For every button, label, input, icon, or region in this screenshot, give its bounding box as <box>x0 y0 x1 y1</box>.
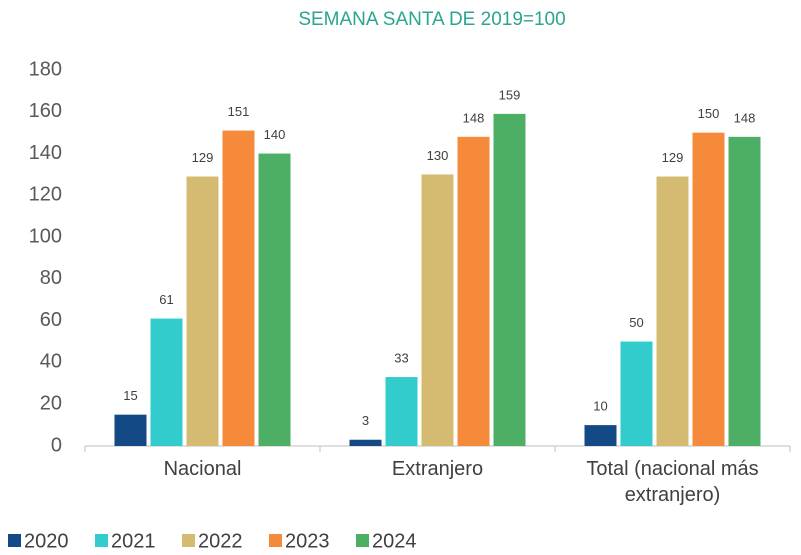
x-tick-label: Total (nacional más extranjero) <box>586 458 759 506</box>
value-label: 50 <box>629 315 643 330</box>
value-label: 140 <box>264 127 286 142</box>
value-label: 10 <box>593 399 607 414</box>
value-label: 129 <box>192 150 214 165</box>
bar <box>258 153 291 447</box>
y-tick-label: 20 <box>40 393 62 415</box>
y-tick-label: 140 <box>29 142 62 164</box>
bar <box>349 439 382 446</box>
legend-label: 2024 <box>372 530 417 552</box>
bar <box>457 136 490 446</box>
legend-label: 2020 <box>24 530 69 552</box>
legend-swatch <box>8 534 21 547</box>
legend-swatch <box>95 534 108 547</box>
bar <box>222 130 255 447</box>
value-label: 3 <box>362 413 369 428</box>
legend-swatch <box>356 534 369 547</box>
bar <box>150 318 183 446</box>
y-tick-label: 120 <box>29 184 62 206</box>
value-label: 148 <box>463 110 485 125</box>
value-label: 61 <box>159 292 173 307</box>
y-tick-label: 180 <box>29 58 62 80</box>
bar <box>493 113 526 446</box>
legend-label: 2021 <box>111 530 156 552</box>
value-label: 150 <box>698 106 720 121</box>
value-label: 148 <box>734 110 756 125</box>
value-label: 159 <box>499 87 521 102</box>
chart-title: SEMANA SANTA DE 2019=100 <box>298 9 565 30</box>
bar <box>728 136 761 446</box>
y-tick-label: 40 <box>40 351 62 373</box>
y-tick-label: 100 <box>29 225 62 247</box>
value-label: 15 <box>123 388 137 403</box>
value-label: 33 <box>394 351 408 366</box>
value-label: 130 <box>427 148 449 163</box>
x-tick-label: Extranjero <box>391 458 484 480</box>
legend-label: 2022 <box>198 530 243 552</box>
bar <box>385 377 418 446</box>
bar <box>692 132 725 446</box>
bar <box>584 425 617 446</box>
bar <box>421 174 454 446</box>
y-tick-label: 80 <box>40 267 62 289</box>
x-tick-label: Nacional <box>163 458 242 480</box>
legend-swatch <box>182 534 195 547</box>
value-label: 129 <box>662 150 684 165</box>
y-tick-label: 0 <box>51 434 62 456</box>
bar <box>186 176 219 447</box>
legend-label: 2023 <box>285 530 330 552</box>
y-tick-label: 60 <box>40 309 62 331</box>
bar <box>656 176 689 447</box>
bar <box>620 341 653 446</box>
legend-swatch <box>269 534 282 547</box>
value-label: 151 <box>228 104 250 119</box>
bar <box>114 414 147 446</box>
y-tick-label: 160 <box>29 100 62 122</box>
